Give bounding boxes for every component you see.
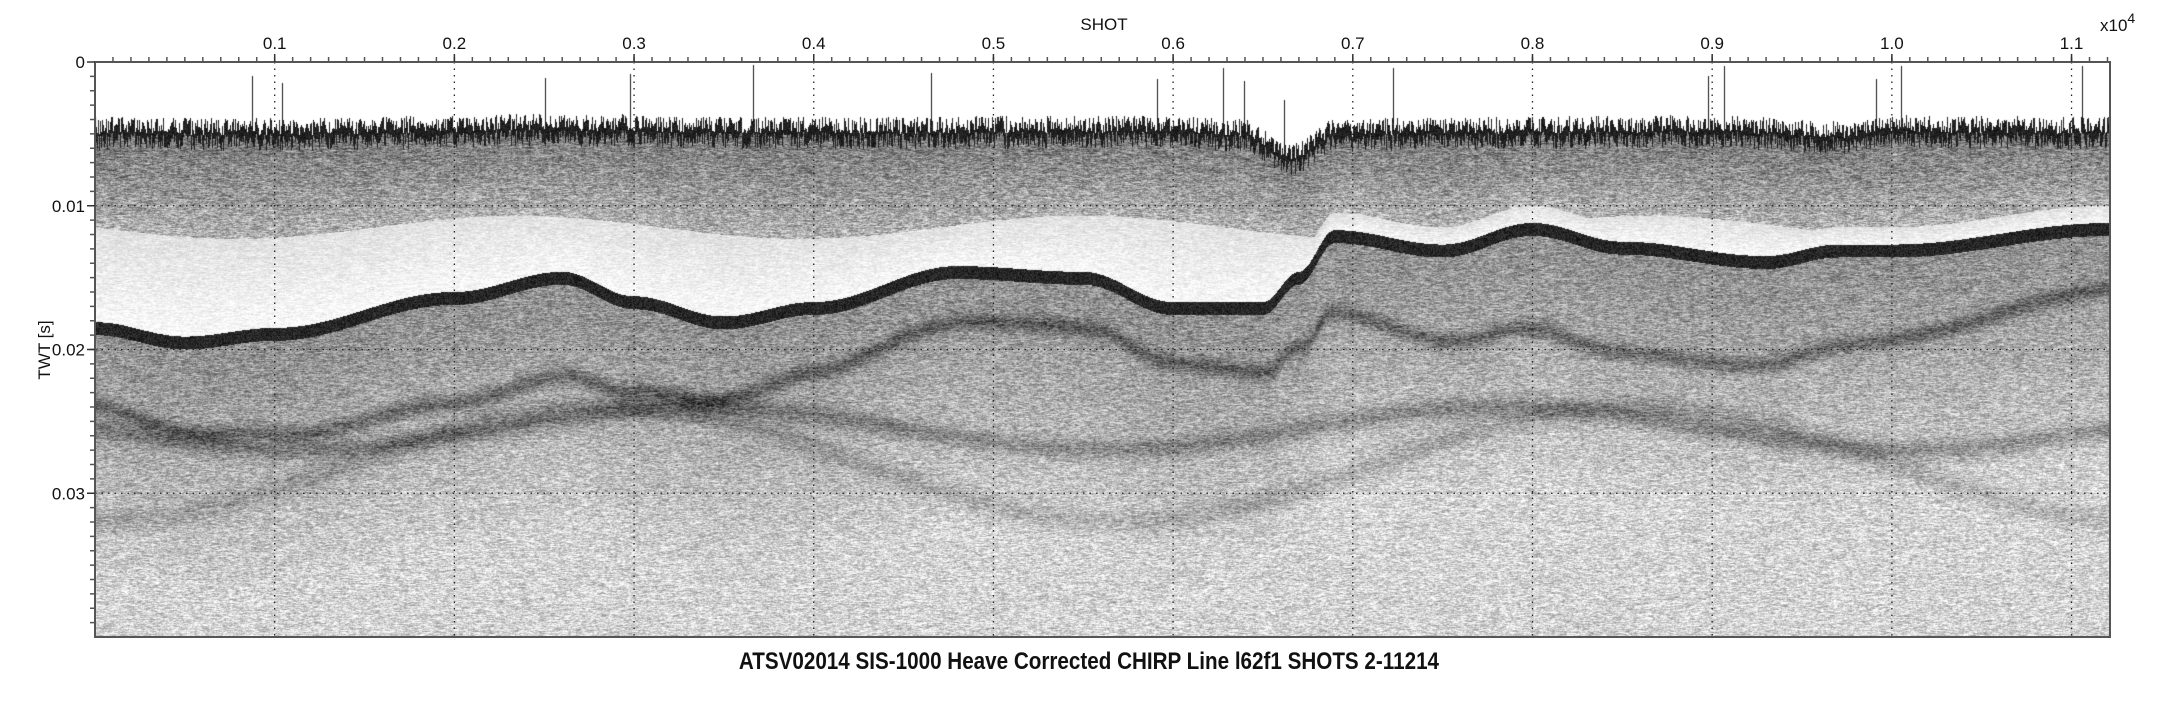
x-axis-label: SHOT [1080, 15, 1127, 34]
y-tick-label: 0 [76, 53, 85, 72]
x-tick-label: 1.1 [2060, 34, 2084, 53]
axis-ticks [87, 54, 2109, 624]
grid-lines [95, 62, 2110, 637]
x-multiplier-base: x10 [2100, 16, 2127, 35]
y-axis-label: TWT [s] [35, 320, 54, 379]
x-tick-label: 0.2 [443, 34, 467, 53]
x-tick-label: 0.9 [1700, 34, 1724, 53]
x-multiplier-exponent: 4 [2127, 10, 2135, 26]
y-tick-labels: 0 0.01 0.02 0.03 [52, 53, 85, 503]
x-tick-label: 0.1 [263, 34, 287, 53]
x-tick-label: 1.0 [1880, 34, 1904, 53]
x-tick-label: 0.3 [622, 34, 646, 53]
x-tick-label: 0.5 [982, 34, 1006, 53]
x-axis-multiplier: x104 [2100, 10, 2135, 35]
x-tick-label: 0.4 [802, 34, 826, 53]
x-tick-label: 0.8 [1521, 34, 1545, 53]
y-tick-label: 0.03 [52, 484, 85, 503]
x-tick-labels: 0.1 0.2 0.3 0.4 0.5 0.6 0.7 0.8 0.9 1.0 1.1 [263, 34, 2084, 53]
chart-title: ATSV02014 SIS-1000 Heave Corrected CHIRP… [738, 648, 1440, 675]
y-tick-label: 0.01 [52, 197, 85, 216]
x-tick-label: 0.6 [1161, 34, 1185, 53]
x-tick-label: 0.7 [1341, 34, 1365, 53]
y-tick-label: 0.02 [52, 341, 85, 360]
